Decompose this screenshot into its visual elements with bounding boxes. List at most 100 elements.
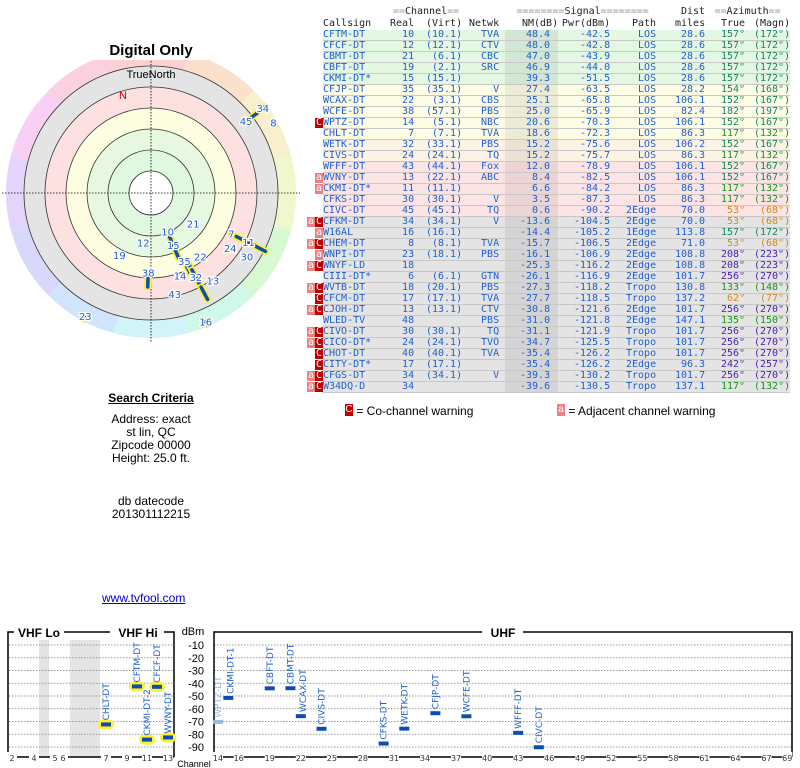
tick-bg [357, 752, 368, 762]
station-row[interactable]: CFCF-DT 12 (12.1) CTV 48.0 -42.8 LOS 28.6 157° (1… [305, 40, 791, 52]
x-tick-label: 69 [782, 754, 792, 763]
address-text: Address: exact [111, 412, 191, 426]
cell-path: 2Edge [610, 260, 661, 272]
cell-netwk [462, 359, 506, 371]
station-row[interactable]: a W16AL 16 (16.1) -14.4 -105.2 1Edge 113.8 157°(… [305, 227, 791, 239]
x-tick-label: 13 [163, 754, 173, 763]
station-row[interactable]: a C WVTB-DT 18 (20.1) PBS -27.3 -118.2 Tropo 130.… [305, 282, 791, 294]
station-row[interactable]: WFFF-DT 43 (44.1) Fox 12.0 -78.9 LOS 106.1 152°(… [305, 161, 791, 173]
station-row[interactable]: WLED-TV 48 PBS -31.0 -121.8 2Edge 147.1 135° (15… [305, 315, 791, 327]
cell-magn: (167°) [745, 172, 791, 184]
cell-netwk: TQ [462, 205, 506, 217]
db-datecode-label: db datecode [117, 494, 185, 508]
cell-dist: 101.7 [660, 370, 706, 382]
cell-pwr: -84.2 [558, 183, 611, 195]
cell-magn: (172°) [745, 62, 791, 74]
cell-netwk [462, 227, 506, 239]
cell-nm: -15.7 [505, 238, 559, 250]
signal-marker [285, 686, 296, 691]
warning-flags: a [305, 227, 323, 239]
cell-nm: 6.6 [505, 183, 559, 195]
cell-magn: (223°) [745, 260, 791, 272]
station-row[interactable]: WETK-DT 32 (33.1) PBS 15.2 -75.6 LOS 106.2 152°(… [305, 139, 791, 151]
cell-virt: (13.1) [414, 304, 463, 316]
station-row[interactable]: a C CFGS-DT 34 (34.1) V -39.3 -130.2 Tropo 101.7 2… [305, 370, 791, 382]
station-row[interactable]: a WVNY-DT 13 (22.1) ABC 8.4 -82.5 LOS 106.1 152°(… [305, 172, 791, 184]
tick-bg [668, 752, 679, 762]
tick-bg [29, 752, 39, 762]
station-row[interactable]: WCAX-DT 22 (3.1) CBS 25.1 -65.8 LOS 106.1 152° (1… [305, 95, 791, 107]
tvfool-link[interactable]: www.tvfool.com [102, 591, 186, 605]
cell-pwr: -105.2 [558, 227, 611, 239]
station-row[interactable]: C WPTZ-DT 14 (5.1) NBC 20.6 -70.3 LOS 106.1 152°(… [305, 117, 791, 129]
cell-virt: (2.1) [414, 62, 463, 74]
adjacent-channel-flag-icon: a [307, 238, 315, 249]
station-row[interactable]: a C CIVO-DT 30 (30.1) TQ -31.1 -121.9 Tropo 101.7… [305, 326, 791, 338]
station-row[interactable]: a C WNYF-LD 18 -25.3 -116.2 2Edge 108.8 208° (223… [305, 260, 791, 272]
station-row[interactable]: a C W34DQ-D 34 -39.6 -130.5 Tropo 137.1 117° (132… [305, 381, 791, 393]
cell-netwk: V [462, 84, 506, 96]
cell-magn: (68°) [745, 205, 791, 217]
station-label: WFFF-DT [514, 688, 524, 729]
station-row[interactable]: a WNPI-DT 23 (18.1) PBS -16.1 -106.9 2Edge 108.8… [305, 249, 791, 261]
cell-virt: (8.1) [414, 238, 463, 250]
station-bearing-bar [171, 243, 181, 261]
cell-true: 157° [705, 30, 746, 41]
x-tick-label: 9 [124, 754, 129, 763]
station-row[interactable]: a C CFKM-DT 34 (34.1) V -13.6 -104.5 2Edge 70.0 53… [305, 216, 791, 228]
cell-callsign: CIVO-DT [323, 326, 390, 338]
tick-bg [58, 752, 68, 762]
cell-nm: 27.4 [505, 84, 559, 96]
station-row[interactable]: C CITY-DT* 17 (17.1) -35.4 -126.2 2Edge 96.3 242… [305, 359, 791, 371]
signal-marker [264, 686, 275, 691]
signal-marker [430, 711, 441, 716]
station-row[interactable]: a C CJOH-DT 13 (13.1) CTV -30.8 -121.6 2Edge 101.… [305, 304, 791, 316]
tick-bg [326, 752, 337, 762]
station-row[interactable]: CIVC-DT 45 (45.1) TQ 0.6 -90.2 2Edge 70.0 53° (68… [305, 205, 791, 217]
station-row[interactable]: a C CHEM-DT 8 (8.1) TVA -15.7 -106.5 2Edge 71.0 53… [305, 238, 791, 250]
cell-pwr: -75.6 [558, 139, 611, 151]
station-row[interactable]: C CHOT-DT 40 (40.1) TVA -35.4 -126.2 Tropo 101.7… [305, 348, 791, 360]
station-row[interactable]: CIII-DT* 6 (6.1) GTN -26.1 -116.9 2Edge 101.7 25… [305, 271, 791, 283]
warning-flags [305, 271, 323, 283]
station-row[interactable]: a CKMI-DT* 11 (11.1) 6.6 -84.2 LOS 86.3 117° (132… [305, 183, 791, 195]
cell-virt: (11.1) [414, 183, 463, 195]
cell-virt: (24.1) [414, 337, 463, 349]
x-tick-label: 64 [730, 754, 740, 763]
cell-virt: (40.1) [414, 348, 463, 360]
cell-nm: -31.1 [505, 326, 559, 338]
station-row[interactable]: a C CICO-DT* 24 (24.1) TVO -34.7 -125.5 Tropo 101… [305, 337, 791, 349]
station-row[interactable]: CFTM-DT 10 (10.1) TVA 48.4 -42.5 LOS 28.6 157° (1… [305, 30, 791, 41]
adjacent-channel-flag-icon: a [307, 282, 315, 293]
cell-true: 242° [705, 359, 746, 371]
cell-true: 157° [705, 73, 746, 85]
x-tick-label: 52 [606, 754, 616, 763]
station-row[interactable]: CHLT-DT 7 (7.1) TVA 18.6 -72.3 LOS 86.3 117° (132… [305, 128, 791, 140]
station-row[interactable]: CBMT-DT 21 (6.1) CBC 47.0 -43.9 LOS 28.6 157° (17… [305, 51, 791, 63]
station-row[interactable]: WCFE-DT 38 (57.1) PBS 25.0 -65.9 LOS 82.4 182° (1… [305, 106, 791, 118]
cell-real: 10 [390, 30, 415, 41]
station-row[interactable]: CBFT-DT 19 (2.1) SRC 46.9 -44.0 LOS 28.6 157° (17… [305, 62, 791, 74]
adjacent-channel-legend: a = Adjacent channel warning [557, 404, 715, 418]
cell-callsign: WCAX-DT [323, 95, 390, 107]
warning-flags [305, 128, 323, 140]
station-row[interactable]: CFKS-DT 30 (30.1) V 3.5 -87.3 LOS 86.3 117° (132°… [305, 194, 791, 206]
cell-netwk: NBC [462, 117, 506, 129]
cell-netwk [462, 73, 506, 85]
x-tick-label: 58 [668, 754, 678, 763]
cell-callsign: CHEM-DT [323, 238, 390, 250]
tick-bg [420, 752, 430, 762]
x-tick-label: 49 [575, 754, 585, 763]
cell-nm: 48.0 [505, 40, 559, 52]
station-row[interactable]: CKMI-DT* 15 (15.1) 39.3 -51.5 LOS 28.6 157° (172… [305, 73, 791, 85]
col-real: Real [390, 18, 415, 29]
cell-real: 38 [390, 106, 415, 118]
station-channel-label: 23 [79, 312, 92, 323]
station-label: WCAX-DT [299, 669, 309, 712]
station-row[interactable]: C CFCM-DT 17 (17.1) TVA -27.7 -118.5 Tropo 137.2… [305, 293, 791, 305]
cell-pwr: -116.2 [558, 260, 611, 272]
station-row[interactable]: CIVS-DT 24 (24.1) TQ 15.2 -75.7 LOS 86.3 117° (13… [305, 150, 791, 162]
tick-bg [699, 752, 710, 762]
cell-path: 2Edge [610, 271, 661, 283]
station-row[interactable]: CFJP-DT 35 (35.1) V 27.4 -63.5 LOS 28.2 154° (168… [305, 84, 791, 96]
